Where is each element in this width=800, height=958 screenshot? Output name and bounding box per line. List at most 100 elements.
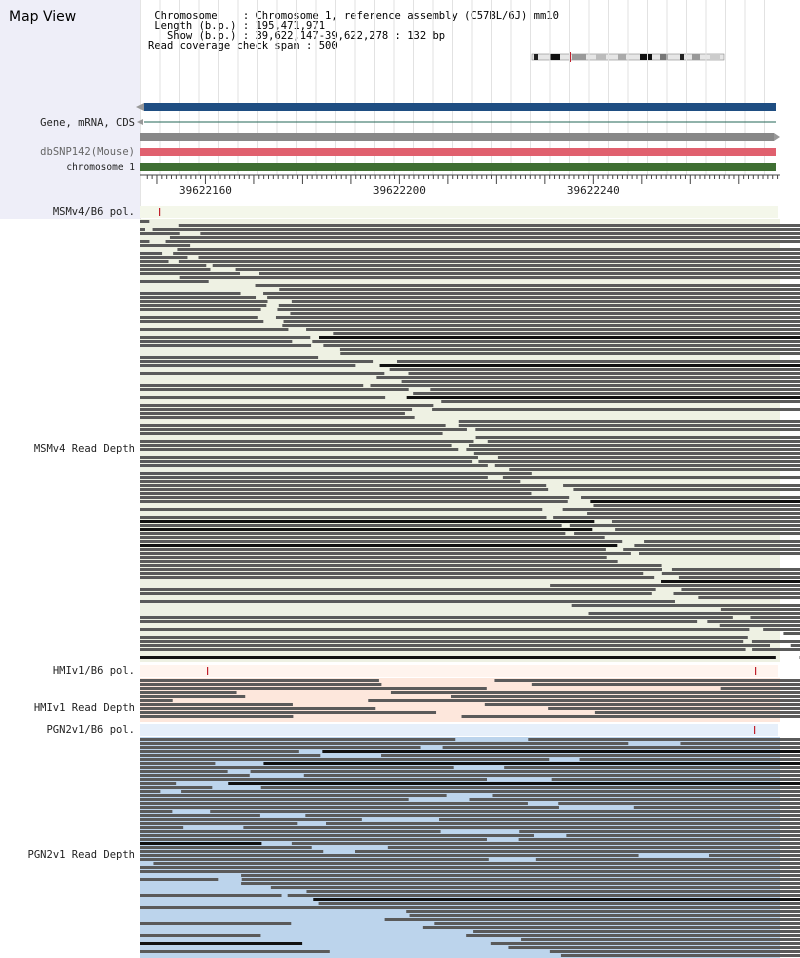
info-row-length: Length (b.p.) : 195,471,971 (154, 20, 326, 32)
info-row-chromosome: Chromosome : Chromosome 1, reference ass… (154, 10, 559, 22)
sequence-read (508, 946, 800, 949)
sequence-read (140, 794, 447, 797)
sequence-read (389, 368, 800, 371)
sequence-read (305, 814, 800, 817)
track-label-gene: Gene, mRNA, CDS (40, 117, 135, 129)
sequence-read (450, 695, 800, 698)
sequence-read (140, 588, 656, 591)
sequence-read (140, 838, 487, 841)
sequence-read (140, 316, 258, 319)
sequence-read (140, 340, 293, 343)
sequence-read (140, 412, 405, 415)
sequence-read (140, 683, 382, 686)
sequence-read (291, 842, 800, 845)
sequence-read (152, 228, 800, 231)
sequence-read (306, 328, 800, 331)
sequence-read (178, 224, 800, 227)
polymorphism-row (140, 206, 778, 218)
sequence-read (140, 256, 188, 259)
sequence-read (678, 576, 800, 579)
sequence-read (140, 272, 241, 275)
sequence-read (140, 636, 748, 639)
sequence-read (210, 810, 800, 813)
sequence-read (140, 260, 169, 263)
sequence-read (409, 914, 800, 917)
sequence-read (140, 782, 177, 785)
sequence-read (140, 296, 257, 299)
sequence-read (468, 444, 800, 447)
sequence-read (140, 922, 292, 925)
sequence-read (140, 703, 293, 706)
sequence-read (553, 516, 800, 519)
track-label-hmi-depth: HMIv1 Read Depth (33, 702, 135, 714)
sidebar-header-panel (0, 0, 140, 219)
track-label-msm-pol: MSMv4/B6 pol. (52, 206, 135, 218)
sequence-read (203, 866, 800, 869)
sequence-read (611, 520, 800, 523)
sequence-read (140, 798, 409, 801)
sequence-read (140, 384, 364, 387)
sequence-read (277, 308, 800, 311)
sequence-read (140, 496, 570, 499)
sequence-read (212, 264, 800, 267)
sequence-read (140, 448, 459, 451)
sequence-read (140, 778, 487, 781)
sequence-read (381, 754, 800, 757)
sequence-read (490, 942, 800, 945)
sequence-read (550, 584, 800, 587)
sequence-read (140, 424, 446, 427)
sequence-read (140, 292, 241, 295)
sequence-read (306, 890, 800, 893)
sequence-read (270, 886, 800, 889)
sequence-read (509, 468, 800, 471)
sequence-read (140, 572, 644, 575)
sequence-read (140, 228, 145, 231)
sequence-read (563, 484, 800, 487)
sequence-read (140, 464, 488, 467)
sequence-read (140, 942, 303, 945)
sequence-read (200, 232, 800, 235)
sequence-read (140, 360, 374, 363)
cds-bar (140, 133, 774, 141)
sequence-read (243, 826, 800, 829)
track-label-pgn-pol: PGN2v1/B6 pol. (46, 724, 135, 736)
sequence-read (140, 687, 487, 690)
sequence-read (263, 762, 800, 765)
sequence-read (140, 738, 456, 741)
sequence-read (179, 276, 800, 279)
sequence-read (140, 858, 489, 861)
sequence-read (574, 532, 800, 535)
sequence-read (140, 826, 184, 829)
sequence-read (140, 754, 321, 757)
sequence-read (260, 786, 800, 789)
sequence-read (140, 444, 452, 447)
window-title: Map View (9, 9, 77, 25)
sequence-read (368, 699, 800, 702)
sequence-read (339, 348, 800, 351)
sequence-read (562, 508, 800, 511)
track-label-dbsnp: dbSNP142(Mouse) (40, 146, 135, 158)
sequence-read (140, 308, 261, 311)
sequence-read (750, 616, 800, 619)
sequence-read (140, 336, 311, 339)
sequence-read (473, 452, 800, 455)
sequence-read (680, 742, 800, 745)
ruler-label: 39622160 (179, 184, 232, 197)
sequence-read (593, 504, 800, 507)
sequence-read (406, 910, 800, 913)
sequence-read (140, 830, 441, 833)
sequence-read (661, 572, 800, 575)
sequence-read (165, 240, 800, 243)
sequence-read (140, 564, 662, 567)
sequence-read (528, 738, 800, 741)
sequence-read (535, 858, 800, 861)
sequence-read (333, 332, 800, 335)
sequence-read (140, 746, 421, 749)
left-arrow-icon (137, 119, 143, 125)
sequence-read (140, 640, 744, 643)
sequence-read (140, 842, 262, 845)
sequence-read (140, 344, 312, 347)
sequence-read (140, 850, 324, 853)
sequence-read (198, 256, 800, 259)
